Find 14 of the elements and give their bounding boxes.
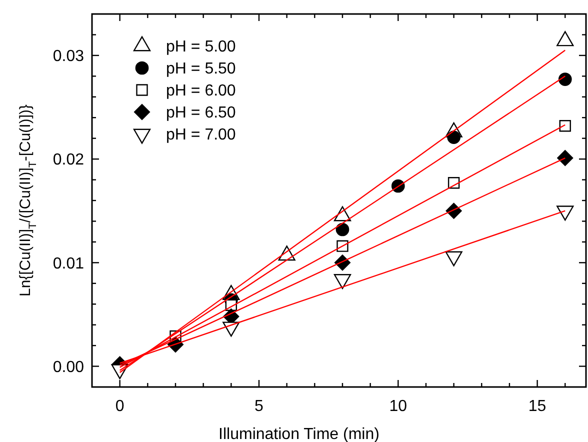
y-tick-label: 0.02	[52, 152, 84, 169]
legend-label: pH = 6.00	[166, 82, 236, 100]
legend-label: pH = 6.50	[166, 104, 236, 122]
legend-label: pH = 7.00	[166, 126, 236, 144]
legend-label: pH = 5.00	[166, 38, 236, 56]
x-tick-label: 15	[528, 398, 546, 415]
y-tick-label: 0.00	[52, 358, 84, 376]
y-tick-label: 0.01	[52, 255, 84, 272]
x-tick-label: 0	[115, 398, 124, 415]
x-axis-title: Illumination Time (min)	[218, 426, 380, 442]
x-tick-label: 10	[389, 398, 408, 415]
x-tick-label: 5	[254, 398, 264, 415]
legend-label: pH = 5.50	[166, 60, 236, 78]
y-tick-label: 0.03	[52, 48, 84, 66]
